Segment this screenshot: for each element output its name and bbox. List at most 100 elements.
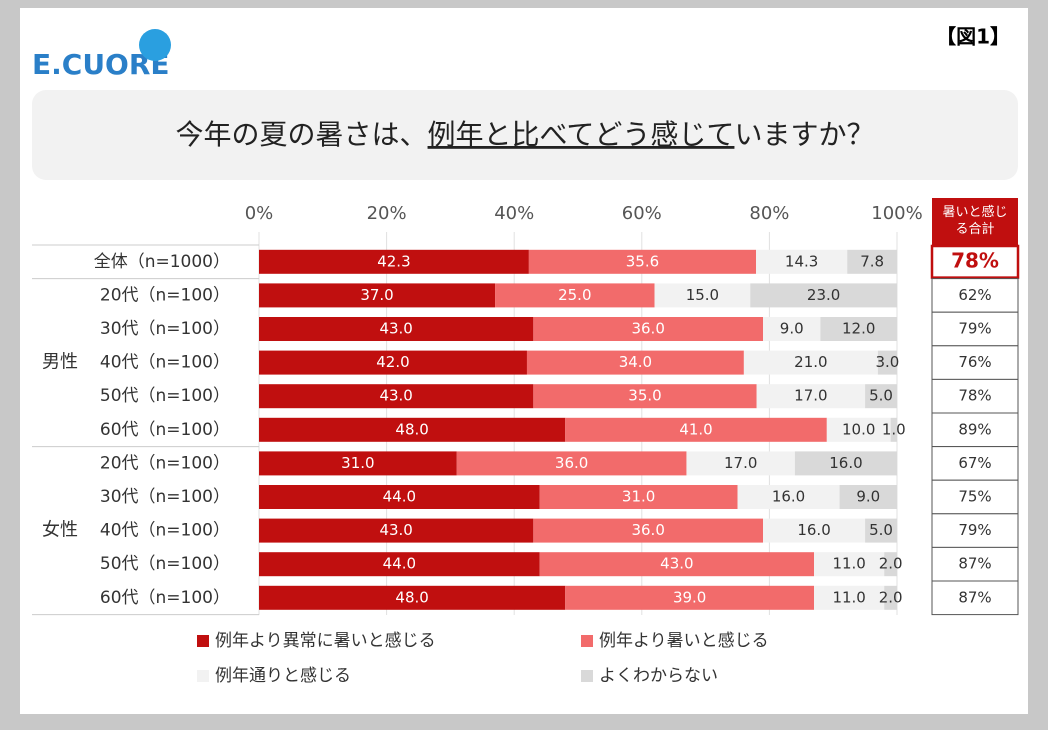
bar-segment xyxy=(259,417,566,442)
value-label: 10.0 xyxy=(842,420,875,438)
category-label: 20代（n=100） xyxy=(100,453,230,473)
bar-segment xyxy=(884,585,897,610)
value-label: 43.0 xyxy=(660,555,693,573)
total-box xyxy=(931,513,1019,548)
total-box xyxy=(931,278,1019,313)
value-label: 16.0 xyxy=(797,521,830,539)
bar-segment xyxy=(526,350,744,375)
bar-segment xyxy=(259,585,566,610)
bar-segment xyxy=(259,485,540,509)
value-label: 31.0 xyxy=(341,454,374,472)
total-label: 75% xyxy=(958,488,991,506)
category-label: 30代（n=100） xyxy=(100,487,230,507)
value-label: 5.0 xyxy=(869,521,893,539)
bar-segment xyxy=(794,451,897,476)
value-label: 17.0 xyxy=(794,387,827,405)
bar-segment xyxy=(259,317,534,341)
value-label: 44.0 xyxy=(383,555,416,573)
x-tick-label: 40% xyxy=(494,203,534,224)
value-label: 36.0 xyxy=(555,454,588,472)
legend-swatch xyxy=(581,670,593,682)
bar-segment xyxy=(259,552,540,577)
bar-segment xyxy=(259,384,534,409)
value-label: 12.0 xyxy=(842,320,875,338)
logo-icon xyxy=(139,29,171,61)
question: 今年の夏の暑さは、例年と比べてどう感じていますか？ xyxy=(176,118,875,151)
value-label: 5.0 xyxy=(869,387,893,405)
value-label: 23.0 xyxy=(807,286,840,304)
bar-segment xyxy=(495,283,655,308)
value-label: 17.0 xyxy=(724,454,757,472)
value-label: 39.0 xyxy=(673,588,706,606)
value-label: 2.0 xyxy=(879,588,903,606)
category-label: 40代（n=100） xyxy=(100,521,230,541)
bar-segment xyxy=(763,317,821,341)
total-box xyxy=(931,345,1019,380)
legend-swatch xyxy=(197,635,209,647)
x-tick-label: 80% xyxy=(749,203,789,224)
category-label: 40代（n=100） xyxy=(100,353,230,373)
category-label: 60代（n=100） xyxy=(100,588,230,608)
total-box xyxy=(931,412,1019,448)
value-label: 36.0 xyxy=(631,521,664,539)
value-label: 31.0 xyxy=(622,488,655,506)
value-label: 11.0 xyxy=(832,588,865,606)
bar-segment xyxy=(456,451,687,476)
value-label: 14.3 xyxy=(785,252,818,270)
bar-segment xyxy=(814,585,885,610)
totals-title: 暑いと感じる合計 xyxy=(942,205,1008,237)
value-label: 42.3 xyxy=(377,252,410,270)
x-tick-label: 100% xyxy=(871,203,922,224)
category-label: 50代（n=100） xyxy=(100,386,230,406)
value-label: 9.0 xyxy=(856,488,880,506)
value-label: 25.0 xyxy=(558,286,591,304)
total-label: 78% xyxy=(951,248,999,272)
bar-segment xyxy=(533,518,764,543)
total-label: 67% xyxy=(958,454,991,472)
total-label: 76% xyxy=(958,353,991,371)
bar-segment xyxy=(847,249,897,274)
bar-segment xyxy=(737,485,840,509)
total-box xyxy=(931,311,1019,347)
bar-segment xyxy=(686,451,795,476)
category-label: 20代（n=100） xyxy=(100,285,230,305)
total-box xyxy=(931,446,1019,481)
bar-segment xyxy=(528,249,757,274)
bar-segment xyxy=(259,283,496,308)
value-label: 1.0 xyxy=(882,420,906,438)
bar-segment xyxy=(743,350,878,375)
question-part: 今年の夏の暑さは、 xyxy=(176,118,428,151)
question-underlined: 例年と比べてどう感じて xyxy=(428,118,735,151)
value-label: 43.0 xyxy=(379,521,412,539)
legend-swatch xyxy=(581,635,593,647)
total-box xyxy=(931,479,1019,515)
value-label: 21.0 xyxy=(794,353,827,371)
value-label: 42.0 xyxy=(376,353,409,371)
legend-swatch xyxy=(197,670,209,682)
total-label: 87% xyxy=(958,555,991,573)
value-label: 37.0 xyxy=(360,286,393,304)
value-label: 43.0 xyxy=(379,387,412,405)
total-label: 62% xyxy=(958,286,991,304)
category-label: 全体（n=1000） xyxy=(94,252,230,272)
category-label: 30代（n=100） xyxy=(100,319,230,339)
bar-segment xyxy=(259,451,457,476)
bar-segment xyxy=(565,585,815,610)
value-label: 35.6 xyxy=(626,252,659,270)
total-box xyxy=(931,546,1019,582)
bar-segment xyxy=(839,485,897,509)
total-label: 87% xyxy=(958,588,991,606)
bar-segment xyxy=(533,317,764,341)
category-label: 60代（n=100） xyxy=(100,420,230,440)
legend-label: 例年より暑いと感じる xyxy=(599,631,769,651)
value-label: 36.0 xyxy=(631,320,664,338)
value-label: 34.0 xyxy=(619,353,652,371)
value-label: 7.8 xyxy=(860,252,884,270)
bar-segment xyxy=(539,552,815,577)
question-part: いますか？ xyxy=(734,118,874,151)
bar-segment xyxy=(756,384,866,409)
totals-header-box: 暑いと感じる合計 xyxy=(942,205,1008,237)
bar-segment xyxy=(539,485,738,509)
value-label: 35.0 xyxy=(628,387,661,405)
